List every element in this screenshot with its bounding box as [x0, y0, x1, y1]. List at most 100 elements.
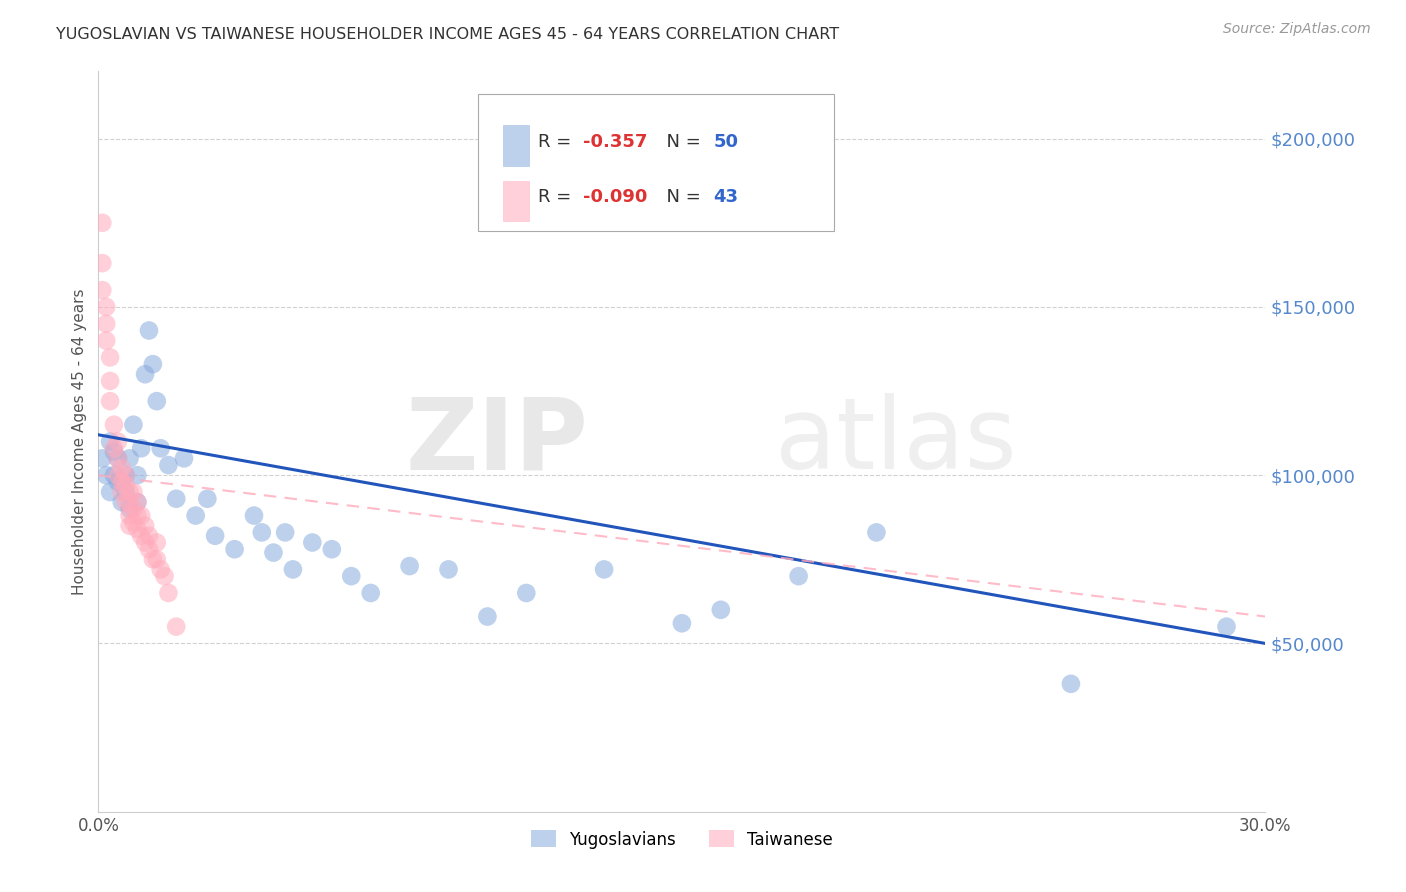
- Point: [114, 485, 136, 500]
- Point: [321, 542, 343, 557]
- Point: [157, 458, 180, 472]
- Point: [107, 468, 129, 483]
- Point: [111, 495, 134, 509]
- Point: [91, 256, 114, 270]
- Point: [398, 559, 420, 574]
- Point: [134, 535, 156, 549]
- Point: [142, 552, 165, 566]
- Point: [593, 562, 616, 576]
- Text: -0.090: -0.090: [582, 188, 647, 206]
- Bar: [503, 125, 529, 166]
- Text: N =: N =: [655, 133, 707, 151]
- Point: [118, 508, 141, 523]
- Point: [865, 525, 887, 540]
- Point: [127, 508, 149, 523]
- Point: [118, 485, 141, 500]
- FancyBboxPatch shape: [478, 94, 834, 230]
- Point: [184, 508, 207, 523]
- Text: N =: N =: [655, 188, 707, 206]
- Point: [118, 495, 141, 509]
- Text: YUGOSLAVIAN VS TAIWANESE HOUSEHOLDER INCOME AGES 45 - 64 YEARS CORRELATION CHART: YUGOSLAVIAN VS TAIWANESE HOUSEHOLDER INC…: [56, 27, 839, 42]
- Point: [98, 485, 121, 500]
- Point: [165, 491, 187, 506]
- Point: [134, 368, 156, 382]
- Point: [173, 451, 195, 466]
- Point: [243, 508, 266, 523]
- Point: [1215, 619, 1237, 633]
- Point: [96, 468, 118, 483]
- Point: [204, 529, 226, 543]
- Point: [107, 434, 129, 449]
- Point: [118, 518, 141, 533]
- Point: [114, 478, 136, 492]
- Point: [107, 451, 129, 466]
- Text: R =: R =: [538, 188, 578, 206]
- Point: [107, 451, 129, 466]
- Point: [262, 546, 284, 560]
- Point: [118, 501, 141, 516]
- Point: [98, 351, 121, 365]
- Point: [98, 374, 121, 388]
- Point: [787, 569, 810, 583]
- Point: [274, 525, 297, 540]
- Point: [122, 516, 145, 530]
- Point: [149, 562, 172, 576]
- Point: [96, 300, 118, 314]
- Point: [340, 569, 363, 583]
- Point: [98, 434, 121, 449]
- Point: [111, 475, 134, 489]
- Point: [118, 451, 141, 466]
- Point: [103, 444, 125, 458]
- Point: [515, 586, 537, 600]
- Point: [165, 619, 187, 633]
- Point: [710, 603, 733, 617]
- Point: [671, 616, 693, 631]
- Point: [146, 394, 169, 409]
- Point: [224, 542, 246, 557]
- Point: [134, 518, 156, 533]
- Point: [138, 529, 160, 543]
- Point: [477, 609, 499, 624]
- Point: [98, 394, 121, 409]
- Point: [146, 535, 169, 549]
- Point: [127, 495, 149, 509]
- Text: R =: R =: [538, 133, 578, 151]
- Text: atlas: atlas: [775, 393, 1017, 490]
- Point: [114, 468, 136, 483]
- Point: [103, 468, 125, 483]
- Point: [96, 317, 118, 331]
- Point: [437, 562, 460, 576]
- Text: -0.357: -0.357: [582, 133, 647, 151]
- Point: [91, 283, 114, 297]
- Point: [1060, 677, 1083, 691]
- Point: [111, 461, 134, 475]
- Point: [122, 501, 145, 516]
- Point: [96, 334, 118, 348]
- Text: 43: 43: [713, 188, 738, 206]
- Point: [122, 485, 145, 500]
- Point: [153, 569, 176, 583]
- Point: [142, 357, 165, 371]
- Point: [114, 495, 136, 509]
- Point: [301, 535, 323, 549]
- Text: Source: ZipAtlas.com: Source: ZipAtlas.com: [1223, 22, 1371, 37]
- Point: [157, 586, 180, 600]
- Point: [127, 495, 149, 509]
- Point: [114, 468, 136, 483]
- Point: [195, 491, 218, 506]
- Point: [281, 562, 304, 576]
- Point: [149, 442, 172, 456]
- Point: [138, 324, 160, 338]
- Text: ZIP: ZIP: [406, 393, 589, 490]
- Legend: Yugoslavians, Taiwanese: Yugoslavians, Taiwanese: [524, 823, 839, 855]
- Point: [129, 529, 152, 543]
- Point: [91, 451, 114, 466]
- Point: [103, 442, 125, 456]
- Point: [103, 417, 125, 432]
- Point: [122, 417, 145, 432]
- Point: [138, 542, 160, 557]
- Y-axis label: Householder Income Ages 45 - 64 years: Householder Income Ages 45 - 64 years: [72, 288, 87, 595]
- Point: [146, 552, 169, 566]
- Point: [111, 475, 134, 489]
- Point: [127, 522, 149, 536]
